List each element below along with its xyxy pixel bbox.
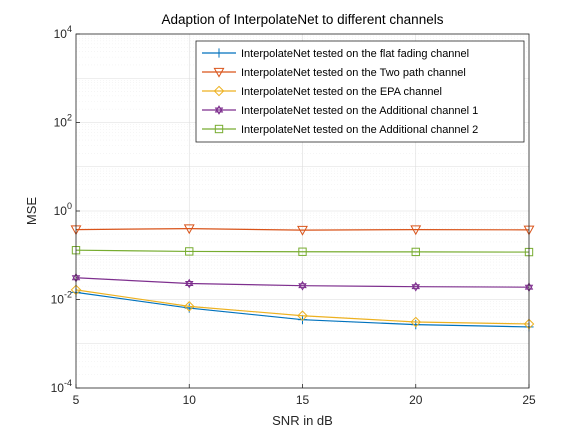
data-point	[410, 225, 422, 236]
square-marker	[298, 247, 307, 256]
series-layer	[70, 224, 535, 332]
y-tick-exponent: 0	[67, 201, 72, 211]
hexagram-marker-up	[214, 105, 224, 113]
square-marker	[214, 124, 224, 134]
legend-entry: InterpolateNet tested on the flat fading…	[202, 48, 469, 60]
data-point	[297, 225, 308, 236]
x-tick-label: 20	[409, 393, 423, 407]
data-point	[185, 247, 194, 256]
diamond-marker	[297, 310, 308, 322]
series-line	[75, 249, 530, 253]
x-tick-label: 15	[296, 393, 310, 407]
chart-title: Adaption of InterpolateNet to different …	[162, 12, 444, 27]
diamond-marker	[183, 301, 195, 312]
series-line	[75, 289, 530, 325]
y-tick-exponent: 4	[67, 24, 72, 34]
diamond-marker	[213, 85, 225, 97]
data-point	[184, 278, 194, 289]
triangle-down-marker	[410, 225, 422, 236]
legend-entry: InterpolateNet tested on the Additional …	[202, 105, 478, 117]
hexagram-marker-down	[298, 283, 307, 291]
legend-label: InterpolateNet tested on the EPA channel	[241, 86, 442, 98]
data-point	[183, 224, 195, 235]
y-tick-base: 10	[51, 381, 65, 395]
legend-label: InterpolateNet tested on the Additional …	[241, 105, 478, 117]
triangle-down-marker	[297, 225, 308, 236]
x-tick-label: 25	[522, 393, 536, 407]
hexagram-marker-down	[411, 284, 421, 292]
y-tick-label: 10-2	[51, 290, 72, 307]
y-tick-exponent: -2	[64, 290, 72, 300]
plus-marker	[214, 48, 224, 58]
y-tick-base: 10	[54, 27, 68, 41]
legend: InterpolateNet tested on the flat fading…	[195, 40, 525, 143]
x-axis-label: SNR in dB	[272, 413, 333, 428]
data-point	[297, 310, 308, 322]
diamond-marker	[410, 316, 422, 328]
x-tick-label: 10	[183, 393, 197, 407]
series-4	[71, 272, 534, 293]
series-line	[75, 228, 530, 231]
hexagram-marker-up	[184, 278, 194, 286]
y-tick-label: 102	[54, 113, 72, 130]
data-point	[411, 281, 421, 292]
y-axis-label: MSE	[24, 197, 39, 226]
hexagram-marker-up	[411, 281, 421, 290]
y-tick-base: 10	[51, 293, 65, 307]
y-tick-label: 10-4	[51, 378, 72, 395]
y-tick-exponent: -4	[64, 378, 72, 388]
y-tick-exponent: 2	[67, 113, 72, 123]
hexagram-marker-down	[184, 281, 194, 289]
legend-label: InterpolateNet tested on the Two path ch…	[241, 67, 466, 79]
data-point	[183, 301, 195, 312]
data-point	[298, 280, 307, 291]
x-tick-label: 5	[73, 393, 80, 407]
triangle-down-marker	[183, 224, 195, 235]
y-tick-label: 100	[54, 201, 72, 218]
grid	[75, 33, 530, 389]
y-tick-label: 104	[54, 24, 72, 41]
legend-box	[195, 40, 525, 143]
legend-label: InterpolateNet tested on the flat fading…	[241, 48, 469, 60]
triangle-down-marker	[213, 67, 225, 78]
hexagram-marker-down	[214, 107, 224, 115]
series-line	[75, 277, 530, 288]
data-point	[298, 247, 307, 256]
legend-entry: InterpolateNet tested on the Two path ch…	[202, 67, 466, 79]
legend-label: InterpolateNet tested on the Additional …	[241, 124, 478, 136]
legend-entry: InterpolateNet tested on the Additional …	[202, 124, 478, 136]
data-point	[411, 247, 420, 257]
y-tick-base: 10	[54, 116, 68, 130]
data-point	[410, 316, 422, 328]
hexagram-marker-up	[298, 280, 307, 289]
y-tick-base: 10	[54, 204, 68, 218]
square-marker	[411, 247, 420, 257]
square-marker	[185, 247, 194, 256]
legend-entry: InterpolateNet tested on the EPA channel	[202, 85, 442, 98]
